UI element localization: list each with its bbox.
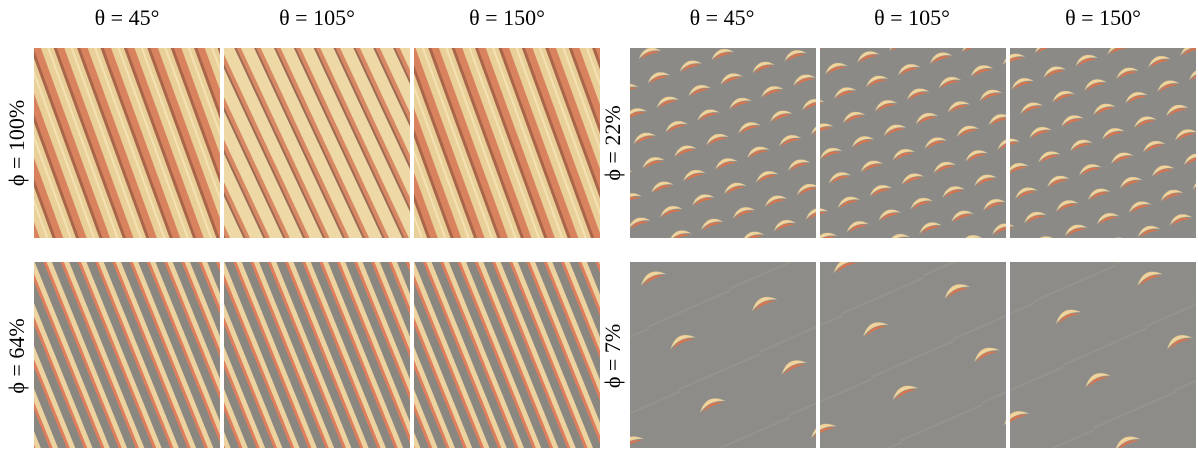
column-header: θ = 45° [690, 5, 755, 30]
panel-image [1010, 262, 1196, 448]
column-header: θ = 105° [874, 5, 950, 30]
row-label: ϕ = 7% [600, 324, 625, 388]
panel-image [224, 48, 410, 238]
column-header: θ = 150° [1065, 5, 1141, 30]
figure: θ = 45° θ = 105° θ = 150° θ = 45° θ = 10… [0, 0, 1198, 450]
column-header: θ = 150° [469, 5, 545, 30]
panel-image [414, 48, 600, 238]
column-header: θ = 105° [279, 5, 355, 30]
column-header: θ = 45° [95, 5, 160, 30]
row-label: ϕ = 64% [4, 318, 29, 393]
panel-image [820, 262, 1006, 448]
panel-image [34, 262, 220, 448]
panel-image [630, 48, 816, 238]
panel-image [34, 48, 220, 238]
panel-image [1010, 48, 1196, 238]
panel-image [630, 262, 816, 448]
row-label: ϕ = 100% [4, 100, 29, 186]
row-label: ϕ = 22% [600, 105, 625, 180]
panel-image [414, 262, 600, 448]
panel-image [224, 262, 410, 448]
panel-image [820, 48, 1006, 238]
